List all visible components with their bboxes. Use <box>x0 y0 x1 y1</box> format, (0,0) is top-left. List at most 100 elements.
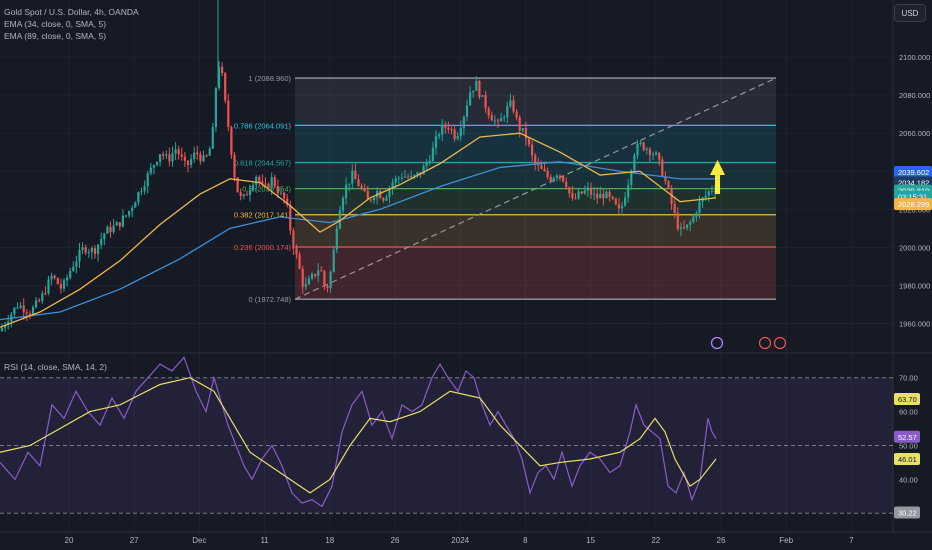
x-tick-label: 26 <box>391 536 400 545</box>
candle <box>664 171 667 185</box>
candle-body <box>255 176 258 186</box>
candle-body <box>109 226 112 233</box>
candle-body <box>704 195 707 198</box>
candle <box>211 122 214 149</box>
candle <box>624 191 627 207</box>
candle-body <box>211 126 214 149</box>
candle-body <box>186 160 190 165</box>
candle-body <box>13 307 16 315</box>
candle-body <box>264 183 267 185</box>
candle-body <box>624 197 627 206</box>
candle-body <box>248 190 252 195</box>
arrow-shaft <box>715 175 720 195</box>
candle <box>168 147 171 167</box>
y-tick-label: 2000.000 <box>899 243 930 252</box>
currency-button[interactable]: USD <box>894 4 926 22</box>
candle <box>159 153 162 167</box>
candle <box>614 197 617 206</box>
candle <box>645 146 648 155</box>
candle <box>13 307 16 318</box>
candle <box>47 275 50 296</box>
legend-rsi: RSI (14, close, SMA, 14, 2) <box>4 362 107 372</box>
candle-body <box>236 177 239 193</box>
candle <box>462 115 465 136</box>
candle <box>385 194 388 202</box>
candle <box>475 75 478 91</box>
legend-symbol: Gold Spot / U.S. Dollar, 4h, OANDA <box>4 7 139 17</box>
candle <box>38 297 41 303</box>
candle <box>131 205 134 218</box>
candle-body <box>462 116 465 129</box>
candle <box>326 284 329 293</box>
y-tick-label: 2060.000 <box>899 129 930 138</box>
rsi-ma-line <box>0 377 717 494</box>
candle-body <box>379 191 382 199</box>
candle <box>608 189 611 202</box>
candle-body <box>568 187 571 194</box>
candle <box>682 220 686 230</box>
candle-body <box>593 193 596 195</box>
rsi-value-badge <box>894 430 920 443</box>
fib-level-label: 0.786 (2064.091) <box>234 121 292 130</box>
candle-body <box>227 100 230 127</box>
candle <box>633 152 636 174</box>
candle-body <box>270 177 273 188</box>
candle-body <box>596 193 599 199</box>
candle-body <box>323 271 326 287</box>
candle-body <box>425 162 428 167</box>
candle-body <box>208 148 211 156</box>
candle <box>552 176 555 183</box>
rsi-value-badge <box>894 452 920 465</box>
candle-body <box>143 186 146 192</box>
candle <box>679 222 682 237</box>
candle-body <box>190 159 193 165</box>
candle-body <box>403 176 407 178</box>
candle-body <box>695 212 698 217</box>
y-tick-label: 1980.000 <box>899 281 930 290</box>
candle <box>667 179 670 190</box>
rsi-value-label: 46.01 <box>898 455 917 464</box>
candle-body <box>301 268 304 287</box>
y-tick-label: 2080.000 <box>899 91 930 100</box>
candle <box>214 86 217 132</box>
candle <box>555 173 558 182</box>
candle-body <box>391 182 394 189</box>
candle-body <box>692 216 695 223</box>
candle-body <box>44 293 47 295</box>
candle <box>28 310 31 320</box>
rsi-tick-label: 70.00 <box>899 374 918 383</box>
candle <box>580 191 583 195</box>
candle <box>103 232 106 246</box>
candle-body <box>261 181 264 184</box>
candles <box>0 61 717 332</box>
candle-body <box>651 154 655 156</box>
candle <box>686 224 689 231</box>
fib-zone <box>295 247 776 300</box>
candle <box>434 130 438 155</box>
candle-body <box>31 306 35 315</box>
candle <box>323 269 326 290</box>
candle-body <box>38 300 41 302</box>
candle <box>69 267 72 280</box>
candle <box>655 151 658 156</box>
candle-body <box>655 152 658 155</box>
candle-body <box>366 191 369 200</box>
rsi-line <box>0 356 717 508</box>
price-badge-label: 2034.182 <box>898 178 929 187</box>
candle-body <box>286 198 289 205</box>
candle-body <box>118 222 121 227</box>
candle-body <box>416 172 419 175</box>
candle-body <box>22 305 25 313</box>
candle-body <box>394 178 397 183</box>
candle-body <box>165 154 168 156</box>
candle-body <box>630 170 633 186</box>
candle <box>431 141 434 162</box>
candle <box>143 180 146 195</box>
candle <box>298 251 301 270</box>
candle <box>695 210 698 222</box>
candle-body <box>484 95 487 109</box>
candle-body <box>617 204 620 209</box>
candle <box>453 126 456 142</box>
candle <box>25 308 28 321</box>
